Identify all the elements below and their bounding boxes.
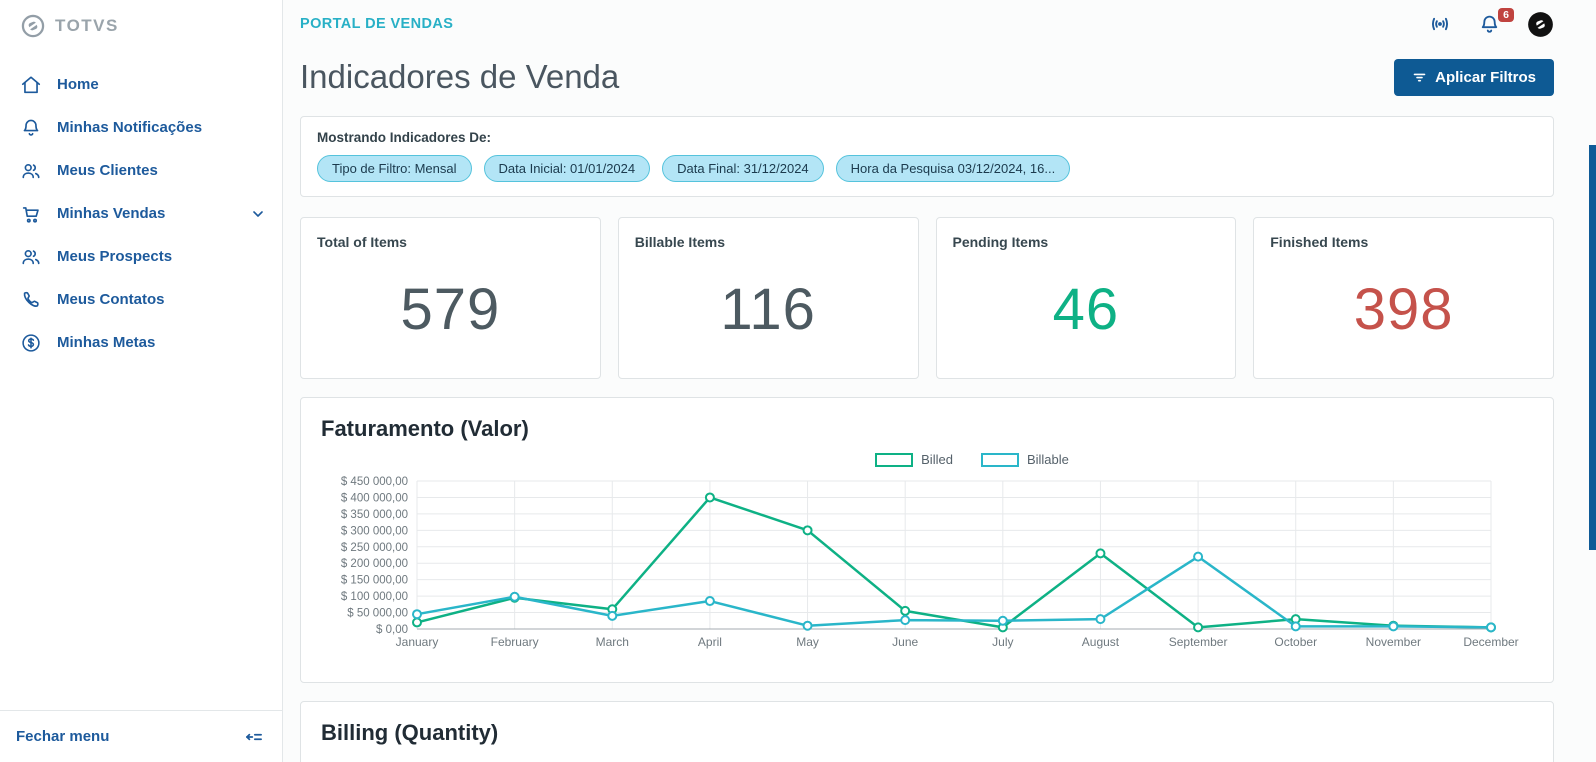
legend-item-billable: Billable bbox=[980, 452, 1069, 467]
stat-value: 116 bbox=[720, 277, 816, 342]
legend-item-billed: Billed bbox=[875, 452, 953, 467]
dollar-icon bbox=[22, 333, 40, 352]
svg-text:December: December bbox=[1463, 635, 1518, 649]
chart-legend: Billed Billable bbox=[411, 452, 1533, 467]
chevron-down-icon[interactable] bbox=[250, 206, 266, 222]
svg-text:June: June bbox=[892, 635, 918, 649]
page-header: Indicadores de Venda Aplicar Filtros bbox=[300, 58, 1554, 96]
sidebar-item-label: Minhas Metas bbox=[57, 334, 156, 351]
totvs-logo: TOTVS bbox=[0, 0, 282, 55]
billable-legend-swatch bbox=[980, 452, 1019, 467]
stat-value: 46 bbox=[1052, 277, 1120, 342]
apply-filters-label: Aplicar Filtros bbox=[1435, 68, 1536, 86]
stat-card-finished-items: Finished Items 398 bbox=[1253, 217, 1554, 379]
close-menu-button[interactable]: Fechar menu bbox=[0, 710, 282, 762]
sidebar-item-meus-clientes[interactable]: Meus Clientes bbox=[0, 149, 282, 192]
filter-chips: Tipo de Filtro: Mensal Data Inicial: 01/… bbox=[317, 155, 1537, 182]
svg-text:April: April bbox=[698, 635, 722, 649]
stat-card-total-items: Total of Items 579 bbox=[300, 217, 601, 379]
sidebar: TOTVS Home Minhas Notificações Meus Clie… bbox=[0, 0, 283, 762]
broadcast-icon[interactable] bbox=[1428, 12, 1452, 36]
bell-icon bbox=[23, 119, 39, 136]
filter-icon bbox=[1413, 73, 1426, 81]
faturamento-chart-title: Faturamento (Valor) bbox=[321, 416, 529, 441]
totvs-logo-icon bbox=[21, 14, 45, 38]
billable-legend-label: Billable bbox=[1026, 452, 1069, 467]
filters-heading: Mostrando Indicadores De: bbox=[317, 130, 492, 145]
svg-text:$ 200 000,00: $ 200 000,00 bbox=[341, 558, 408, 570]
stat-label: Total of Items bbox=[317, 234, 407, 250]
sidebar-item-label: Minhas Notificações bbox=[57, 119, 203, 136]
totvs-account-icon[interactable] bbox=[1527, 11, 1554, 38]
svg-text:July: July bbox=[992, 635, 1013, 649]
apply-filters-button[interactable]: Aplicar Filtros bbox=[1394, 58, 1554, 96]
svg-text:August: August bbox=[1082, 635, 1120, 649]
stat-label: Billable Items bbox=[634, 234, 726, 250]
portal-title: PORTAL DE VENDAS bbox=[300, 16, 454, 32]
users-icon bbox=[22, 249, 40, 264]
stat-value: 579 bbox=[400, 277, 501, 342]
billing-quantity-title: Billing (Quantity) bbox=[321, 720, 499, 745]
notifications-bell-icon[interactable]: 6 bbox=[1478, 7, 1514, 36]
svg-text:$ 450 000,00: $ 450 000,00 bbox=[341, 476, 408, 488]
home-icon bbox=[21, 75, 41, 93]
collapse-menu-icon bbox=[246, 733, 262, 740]
svg-text:$ 0,00: $ 0,00 bbox=[376, 624, 408, 636]
sidebar-nav: Home Minhas Notificações Meus Clientes M… bbox=[0, 55, 282, 364]
sidebar-item-label: Minhas Vendas bbox=[57, 205, 166, 222]
sidebar-item-home[interactable]: Home bbox=[0, 63, 282, 106]
svg-text:November: November bbox=[1366, 635, 1421, 649]
sidebar-item-minhas-notificacoes[interactable]: Minhas Notificações bbox=[0, 106, 282, 149]
topbar: PORTAL DE VENDAS 6 bbox=[300, 0, 1554, 44]
main-content: PORTAL DE VENDAS 6 bbox=[283, 0, 1596, 762]
stat-label: Finished Items bbox=[1270, 234, 1369, 250]
svg-text:$ 350 000,00: $ 350 000,00 bbox=[341, 509, 408, 521]
vertical-scrollbar-thumb[interactable] bbox=[1589, 145, 1596, 550]
billed-legend-label: Billed bbox=[921, 452, 953, 467]
page-title: Indicadores de Venda bbox=[300, 58, 620, 95]
svg-text:$ 50 000,00: $ 50 000,00 bbox=[347, 608, 408, 620]
svg-text:$ 250 000,00: $ 250 000,00 bbox=[341, 542, 408, 554]
sidebar-item-minhas-vendas[interactable]: Minhas Vendas bbox=[0, 192, 282, 235]
faturamento-chart-card: Faturamento (Valor) Billed Billable $ 0,… bbox=[300, 397, 1554, 683]
sidebar-item-label: Meus Clientes bbox=[57, 162, 158, 179]
filters-card: Mostrando Indicadores De: Tipo de Filtro… bbox=[300, 116, 1554, 197]
billing-quantity-chart-card: Billing (Quantity) bbox=[300, 701, 1554, 762]
stat-value: 398 bbox=[1353, 277, 1454, 342]
svg-text:February: February bbox=[491, 635, 539, 649]
filter-chip-data-final: Data Final: 31/12/2024 bbox=[662, 155, 824, 182]
stat-label: Pending Items bbox=[952, 234, 1049, 250]
svg-text:January: January bbox=[396, 635, 439, 649]
phone-icon bbox=[23, 291, 39, 307]
stat-card-pending-items: Pending Items 46 bbox=[935, 217, 1237, 379]
sidebar-item-minhas-metas[interactable]: Minhas Metas bbox=[0, 321, 282, 364]
filter-chip-tipo: Tipo de Filtro: Mensal bbox=[317, 155, 472, 182]
stat-cards: Total of Items 579 Billable Items 116 Pe… bbox=[300, 217, 1554, 379]
sidebar-item-label: Home bbox=[57, 76, 99, 93]
faturamento-line-chart: $ 0,00 $ 50 000,00 $ 100 000,00 $ 150 000,0… bbox=[341, 476, 1519, 649]
svg-text:$ 400 000,00: $ 400 000,00 bbox=[341, 492, 408, 504]
cart-icon bbox=[22, 206, 39, 223]
svg-text:$ 100 000,00: $ 100 000,00 bbox=[341, 591, 408, 603]
sidebar-item-meus-contatos[interactable]: Meus Contatos bbox=[0, 278, 282, 321]
users-icon bbox=[22, 163, 40, 178]
sidebar-item-label: Meus Contatos bbox=[57, 291, 165, 308]
filter-chip-hora-pesquisa: Hora da Pesquisa 03/12/2024, 16... bbox=[835, 155, 1071, 182]
notification-badge: 6 bbox=[1498, 7, 1514, 22]
topbar-icons: 6 bbox=[1428, 7, 1554, 38]
svg-text:May: May bbox=[796, 635, 819, 649]
filter-chip-data-inicial: Data Inicial: 01/01/2024 bbox=[483, 155, 651, 182]
svg-text:September: September bbox=[1169, 635, 1228, 649]
svg-text:October: October bbox=[1274, 635, 1317, 649]
sidebar-item-label: Meus Prospects bbox=[57, 248, 173, 265]
stat-card-billable-items: Billable Items 116 bbox=[617, 217, 919, 379]
svg-text:$ 150 000,00: $ 150 000,00 bbox=[341, 575, 408, 587]
billed-legend-swatch bbox=[875, 452, 914, 467]
totvs-logo-text: TOTVS bbox=[55, 16, 119, 35]
sidebar-item-meus-prospects[interactable]: Meus Prospects bbox=[0, 235, 282, 278]
svg-text:$ 300 000,00: $ 300 000,00 bbox=[341, 525, 408, 537]
close-menu-label: Fechar menu bbox=[16, 728, 110, 745]
svg-text:March: March bbox=[596, 635, 629, 649]
